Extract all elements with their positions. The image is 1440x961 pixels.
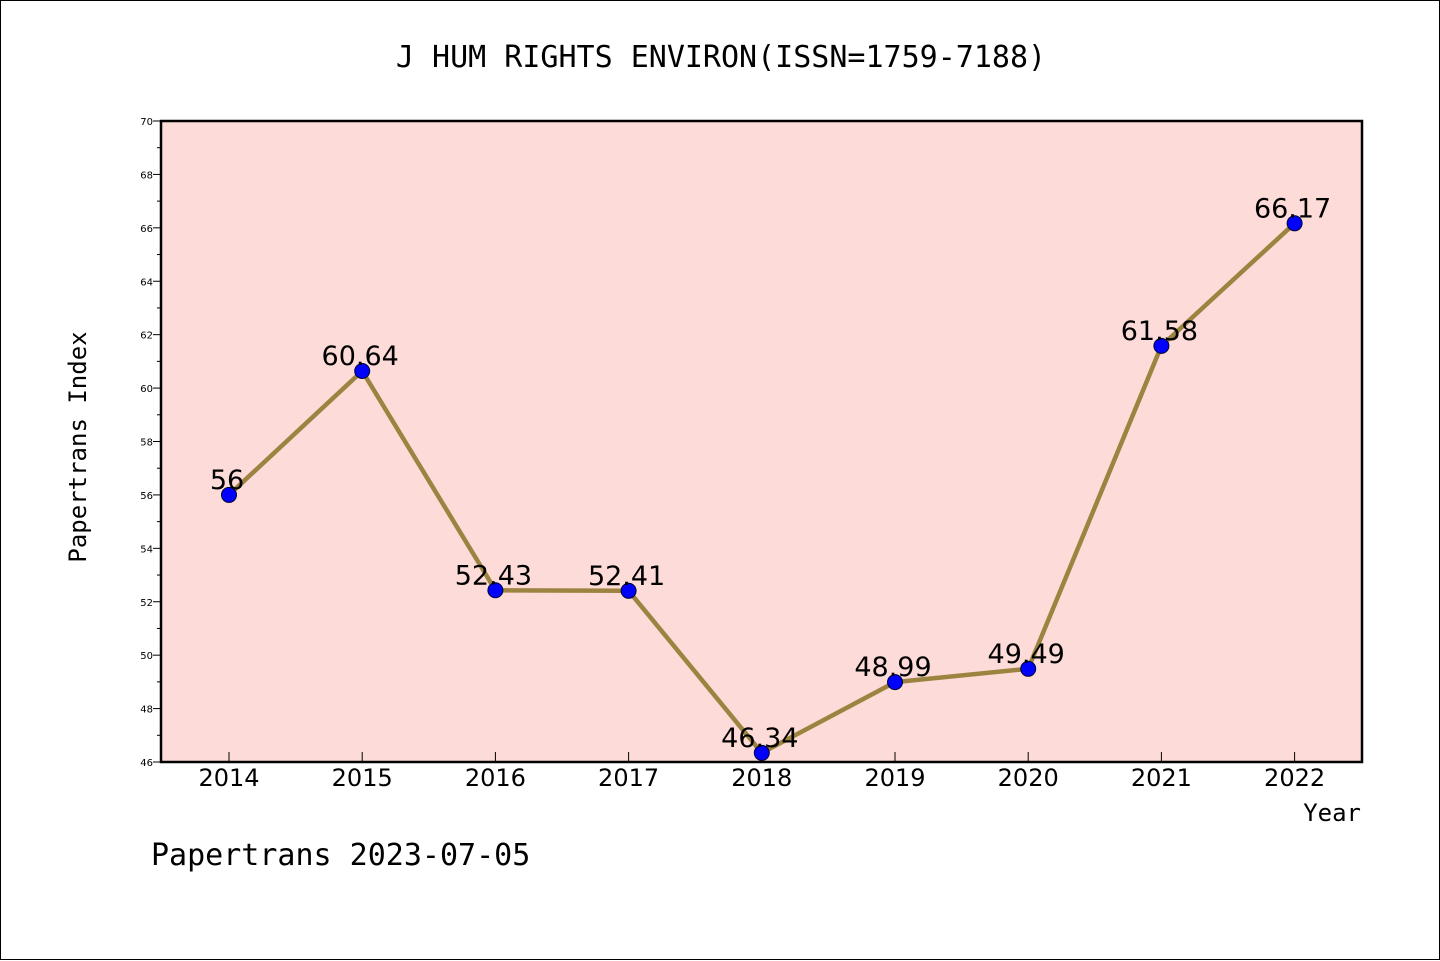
y-tick-label: 62	[140, 331, 153, 342]
y-tick-label: 48	[140, 705, 153, 716]
data-point-2015	[354, 362, 371, 379]
y-tick-label: 64	[140, 277, 153, 288]
x-axis: 2014 2015 2016 2017 2018 2019 2020 2021 2022	[198, 752, 1325, 792]
data-point-2021	[1153, 337, 1170, 354]
data-label-2020: 49.49	[988, 639, 1065, 670]
y-tick-label: 70	[140, 117, 153, 128]
data-point-2020	[1020, 660, 1037, 677]
y-tick-label: 52	[140, 598, 153, 609]
data-point-2016	[487, 582, 504, 599]
data-label-2016: 52.43	[455, 560, 532, 591]
y-axis: 46 48 50 52 54 56 58 60 62 64 66 68 70	[140, 117, 161, 769]
x-tick-label: 2021	[1131, 764, 1192, 792]
x-tick-label: 2015	[332, 764, 393, 792]
data-point-2014	[221, 486, 237, 503]
data-label-2021: 61.58	[1121, 316, 1198, 347]
y-axis-label: Papertrans Index	[64, 331, 92, 562]
y-tick-label: 50	[140, 651, 153, 662]
series-markers	[221, 215, 1303, 761]
x-tick-label: 2014	[198, 764, 259, 792]
x-tick-label: 2022	[1264, 764, 1325, 792]
y-tick-label: 68	[140, 170, 153, 181]
data-label-2017: 52.41	[588, 561, 665, 592]
data-point-2017	[620, 582, 637, 599]
data-point-2022	[1286, 215, 1303, 232]
y-tick-label: 60	[140, 384, 153, 395]
y-tick-label: 46	[140, 758, 153, 769]
plot-area	[159, 119, 1364, 764]
footer-date: Papertrans 2023-07-05	[151, 838, 530, 873]
x-tick-label: 2018	[731, 764, 792, 792]
chart-title: J HUM RIGHTS ENVIRON(ISSN=1759-7188)	[396, 40, 1046, 75]
data-label-2018: 46.34	[721, 723, 798, 754]
x-tick-label: 2019	[864, 764, 925, 792]
x-tick-label: 2016	[465, 764, 526, 792]
data-point-2019	[887, 674, 903, 691]
data-label-2019: 48.99	[854, 652, 931, 683]
y-tick-label: 56	[140, 491, 153, 502]
x-axis-label: Year	[1303, 799, 1361, 827]
data-label-2014: 56	[210, 465, 244, 496]
data-point-2018	[753, 744, 770, 761]
data-label-2022: 66.17	[1254, 193, 1331, 224]
y-tick-label: 54	[140, 544, 153, 555]
x-tick-label: 2017	[598, 764, 659, 792]
y-tick-label: 66	[140, 224, 153, 235]
data-labels: 56 60.64 52.43 52.41 46.34 48.99 49.49 61.58 66.…	[210, 193, 1331, 754]
x-tick-label: 2020	[998, 764, 1059, 792]
data-label-2015: 60.64	[322, 341, 399, 372]
y-tick-label: 58	[140, 438, 153, 449]
